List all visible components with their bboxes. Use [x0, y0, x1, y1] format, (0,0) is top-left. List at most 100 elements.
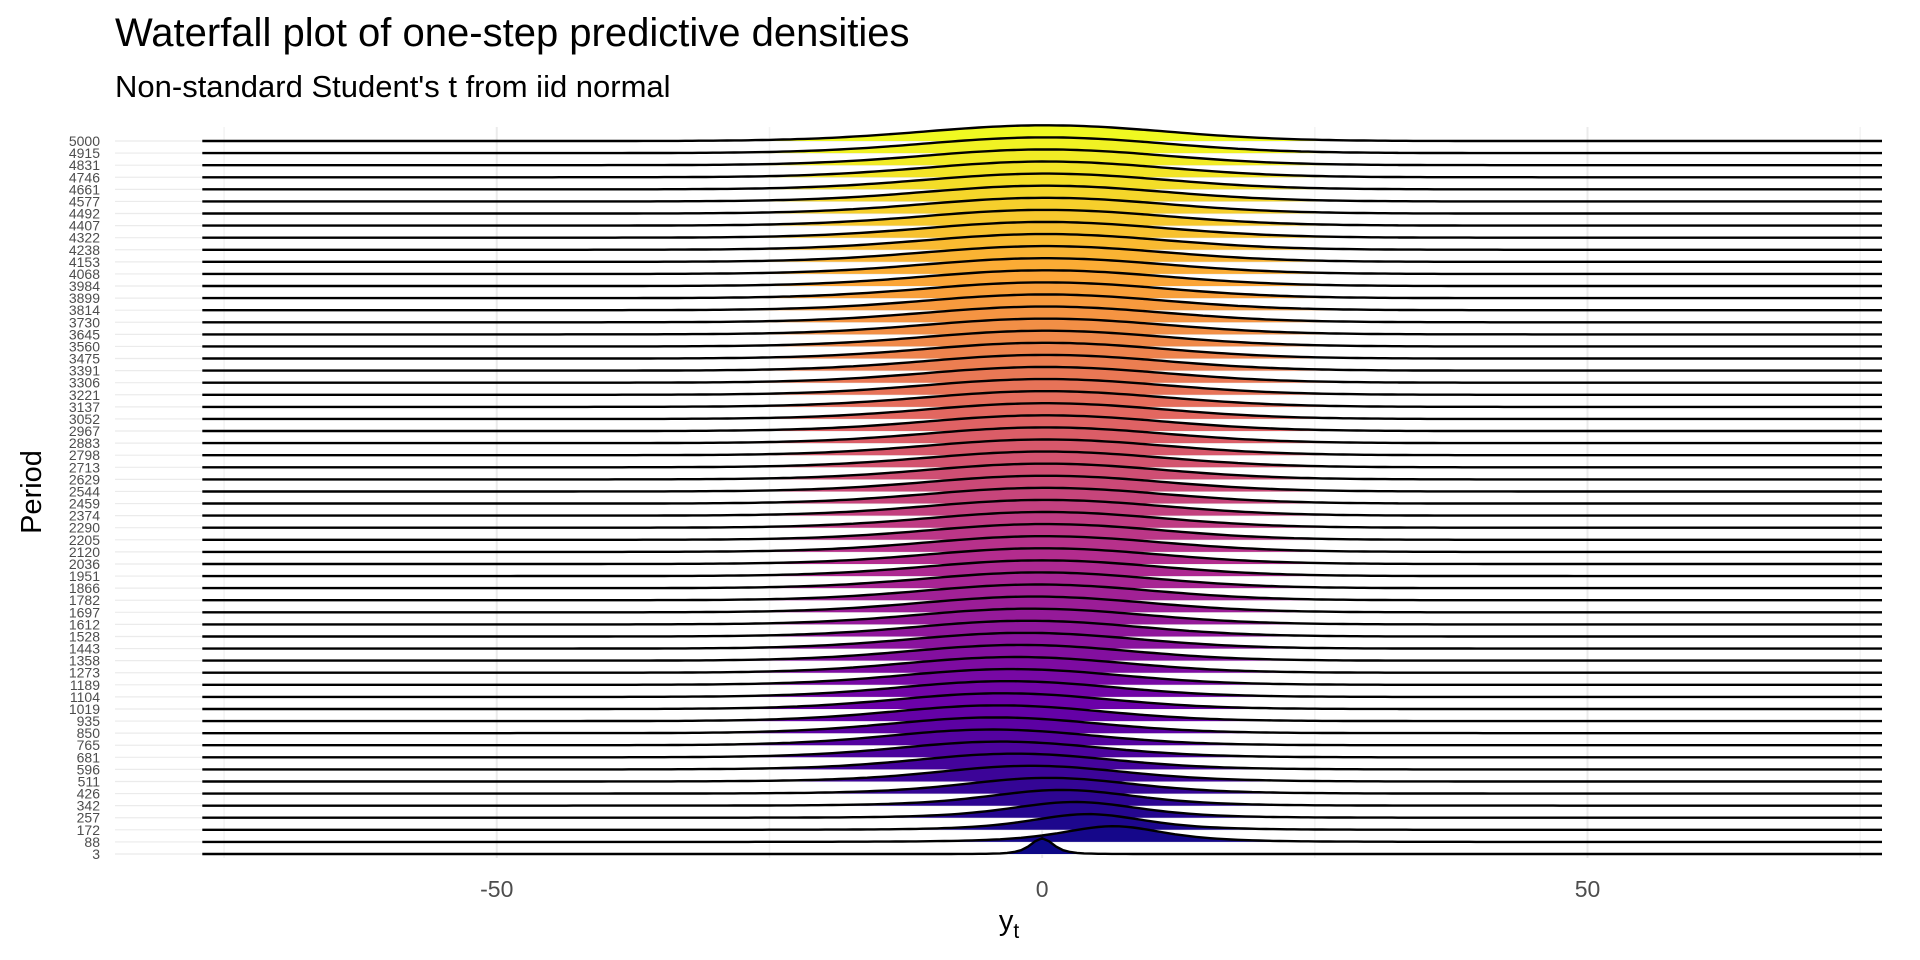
ridge-period-4153: [202, 244, 1882, 263]
ridge-period-1612: [202, 607, 1882, 626]
ridge-line-426: [202, 776, 1882, 795]
ridge-line-4492: [202, 196, 1882, 215]
ridge-line-1782: [202, 583, 1882, 602]
y-tick-label-426: 426: [77, 786, 101, 802]
y-tick-label-2798: 2798: [69, 447, 100, 463]
y-tick-label-1866: 1866: [69, 580, 100, 596]
ridge-period-1189: [202, 667, 1882, 686]
ridge-line-1273: [202, 655, 1882, 674]
ridge-period-2290: [202, 510, 1882, 529]
ridge-line-1189: [202, 667, 1882, 686]
ridge-period-3899: [202, 281, 1882, 300]
ridge-period-1951: [202, 559, 1882, 578]
y-tick-label-3052: 3052: [69, 411, 100, 427]
ridge-period-2374: [202, 498, 1882, 517]
y-tick-label-3221: 3221: [69, 387, 100, 403]
ridge-period-1528: [202, 619, 1882, 638]
ridge-period-3560: [202, 329, 1882, 348]
ridge-period-4577: [202, 184, 1882, 203]
ridge-fill-3137: [202, 391, 1882, 407]
x-axis-title-subscript: t: [1013, 920, 1019, 943]
ridge-fill-1951: [202, 560, 1882, 577]
ridge-fill-2290: [202, 512, 1882, 528]
y-tick-label-5000: 5000: [69, 133, 100, 149]
ridge-line-2036: [202, 547, 1882, 566]
ridge-line-511: [202, 764, 1882, 783]
ridge-line-3899: [202, 281, 1882, 300]
ridge-fill-3221: [202, 379, 1882, 395]
y-tick-label-4492: 4492: [69, 206, 100, 222]
y-tick-label-4746: 4746: [69, 169, 100, 185]
ridge-period-596: [202, 752, 1882, 771]
ridge-period-3814: [202, 293, 1882, 312]
ridge-period-172: [202, 812, 1882, 831]
y-axis-tick-labels: 3881722573424265115966817658509351019110…: [69, 133, 100, 862]
y-tick-label-3391: 3391: [69, 363, 100, 379]
y-tick-label-1697: 1697: [69, 604, 100, 620]
ridge-period-1697: [202, 595, 1882, 614]
ridge-fill-1612: [202, 608, 1882, 625]
ridge-fill-4915: [202, 137, 1882, 154]
ridge-period-2459: [202, 486, 1882, 505]
ridge-fill-765: [202, 729, 1882, 746]
y-tick-label-2883: 2883: [69, 435, 100, 451]
ridge-period-4661: [202, 172, 1882, 191]
y-tick-label-1189: 1189: [70, 677, 100, 693]
ridge-period-3391: [202, 353, 1882, 372]
ridge-fill-3306: [202, 367, 1882, 383]
y-tick-label-172: 172: [77, 822, 101, 838]
ridge-period-2798: [202, 438, 1882, 457]
y-tick-label-4068: 4068: [69, 266, 100, 282]
ridge-line-3: [202, 836, 1882, 856]
ridge-period-3306: [202, 365, 1882, 384]
ridge-period-5000: [202, 124, 1882, 143]
y-tick-label-511: 511: [78, 773, 101, 789]
y-tick-label-3730: 3730: [69, 314, 100, 330]
ridge-fill-935: [202, 705, 1882, 722]
ridge-fill-3391: [202, 354, 1882, 371]
ridge-line-2120: [202, 535, 1882, 554]
ridge-period-4831: [202, 148, 1882, 167]
y-tick-label-1612: 1612: [69, 616, 100, 632]
ridge-fill-681: [202, 741, 1882, 758]
ridge-line-172: [202, 812, 1882, 831]
y-tick-label-3137: 3137: [69, 399, 100, 415]
ridge-period-257: [202, 800, 1882, 819]
ridge-fill-2374: [202, 499, 1882, 516]
y-tick-label-4831: 4831: [69, 157, 100, 173]
y-tick-label-2290: 2290: [69, 520, 100, 536]
y-tick-label-257: 257: [77, 810, 101, 826]
ridge-line-3306: [202, 365, 1882, 384]
ridge-fill-2120: [202, 536, 1882, 552]
ridge-line-2883: [202, 426, 1882, 445]
ridge-period-4238: [202, 232, 1882, 251]
x-tick-label--50: -50: [480, 876, 513, 902]
ridge-period-1358: [202, 643, 1882, 662]
ridge-fill-2629: [202, 463, 1882, 480]
y-tick-label-4407: 4407: [69, 218, 100, 234]
y-tick-label-3560: 3560: [69, 338, 100, 354]
ridge-fill-3052: [202, 403, 1882, 419]
ridge-fill-3730: [202, 306, 1882, 323]
ridge-fill-1866: [202, 572, 1882, 589]
ridge-line-2544: [202, 474, 1882, 493]
ridge-fill-3645: [202, 318, 1882, 335]
ridge-line-1612: [202, 607, 1882, 626]
y-tick-label-681: 681: [77, 749, 101, 765]
ridge-period-511: [202, 764, 1882, 783]
y-tick-label-4915: 4915: [69, 145, 100, 161]
ridge-period-2883: [202, 426, 1882, 445]
ridge-line-4238: [202, 232, 1882, 251]
ridge-fill-850: [202, 717, 1882, 734]
ridge-period-2629: [202, 462, 1882, 481]
y-axis-title: Period: [16, 450, 48, 534]
y-tick-label-3814: 3814: [69, 302, 100, 318]
y-tick-label-2120: 2120: [69, 544, 100, 560]
y-tick-label-2459: 2459: [69, 496, 100, 512]
y-tick-label-4322: 4322: [69, 230, 100, 246]
ridge-fill-3899: [202, 282, 1882, 299]
ridge-line-596: [202, 752, 1882, 771]
ridge-line-3221: [202, 377, 1882, 396]
ridge-fill-2205: [202, 524, 1882, 540]
